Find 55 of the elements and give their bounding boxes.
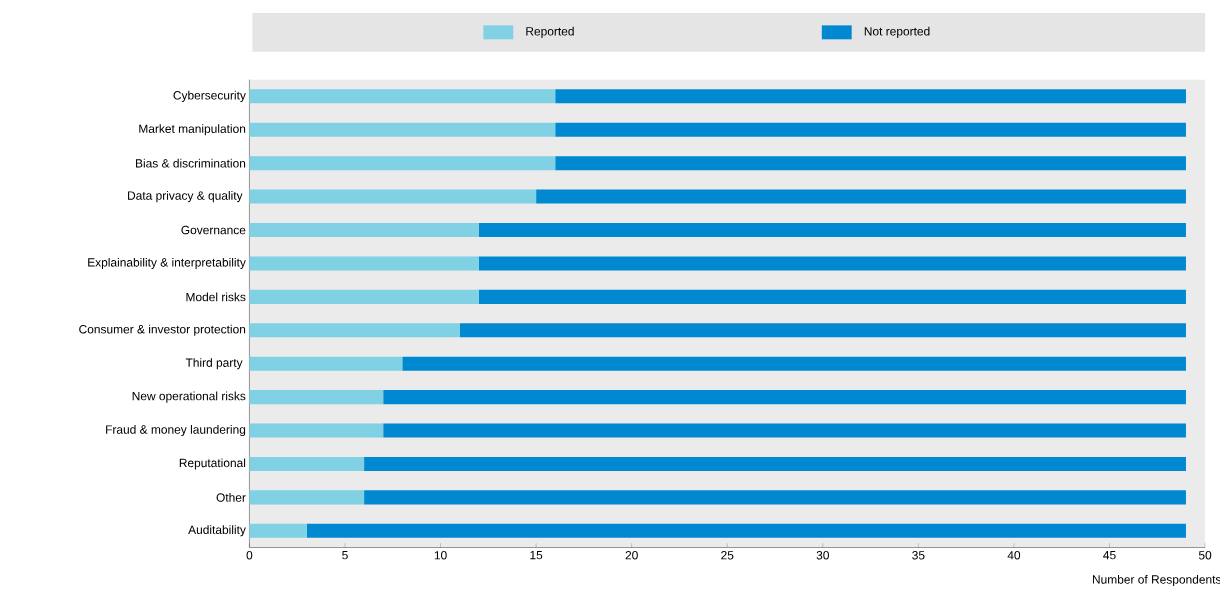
y-tick-label: Reputational <box>179 458 246 470</box>
y-tick-label: Bias & discrimination <box>136 158 246 168</box>
bar <box>249 189 537 204</box>
bar <box>249 122 556 137</box>
bar <box>555 89 1186 104</box>
y-tick-label: Third party <box>185 358 243 370</box>
bar <box>402 356 1186 371</box>
bar <box>364 490 1186 505</box>
bar <box>249 356 403 371</box>
x-tick-label: 25 <box>721 550 734 560</box>
bar <box>249 490 365 505</box>
bar <box>249 323 460 338</box>
bar <box>306 523 1186 538</box>
bar <box>364 456 1186 471</box>
bar <box>249 222 479 237</box>
legend-label: Not reported <box>864 26 930 38</box>
x-tick-label: 50 <box>1198 550 1212 560</box>
bar <box>383 423 1186 438</box>
bar <box>478 256 1186 271</box>
x-tick-label: 45 <box>1103 550 1116 560</box>
y-tick-label: Market manipulation <box>139 124 246 136</box>
bar <box>478 289 1186 304</box>
y-tick-label: Governance <box>181 225 246 235</box>
x-tick-label: 35 <box>912 550 925 560</box>
bar <box>249 156 556 171</box>
bar <box>555 122 1186 137</box>
bar <box>249 389 384 405</box>
y-tick-label: Explainability & interpretability <box>88 257 246 269</box>
bar <box>249 289 479 304</box>
y-tick-label: Other <box>216 492 246 502</box>
bar <box>383 389 1186 405</box>
bar <box>478 222 1186 237</box>
y-tick-label: Data privacy & quality <box>128 190 243 203</box>
x-tick-label: 0 <box>246 550 253 560</box>
y-tick-label: Model risks <box>186 292 246 302</box>
bar <box>249 423 384 438</box>
x-tick-label: 10 <box>434 550 447 560</box>
bar <box>249 89 556 104</box>
x-tick-label: 20 <box>625 550 638 560</box>
y-tick-label: Cybersecurity <box>173 90 246 102</box>
bar <box>249 523 307 538</box>
bar <box>536 189 1186 204</box>
y-tick-label: Fraud & money laundering <box>106 424 246 436</box>
x-tick-label: 30 <box>816 550 829 560</box>
x-tick-label: 40 <box>1007 550 1021 560</box>
x-tick-label: 15 <box>530 550 543 560</box>
y-tick-label: Consumer & investor protection <box>79 324 246 336</box>
bar <box>249 456 365 471</box>
x-tick-label: 5 <box>342 550 348 560</box>
legend-label: Reported <box>526 26 574 38</box>
y-tick-label: Auditability <box>188 525 246 537</box>
bar <box>249 256 479 271</box>
y-tick-label: New operational risks <box>132 391 246 403</box>
bar <box>555 156 1186 171</box>
bar <box>459 323 1186 338</box>
